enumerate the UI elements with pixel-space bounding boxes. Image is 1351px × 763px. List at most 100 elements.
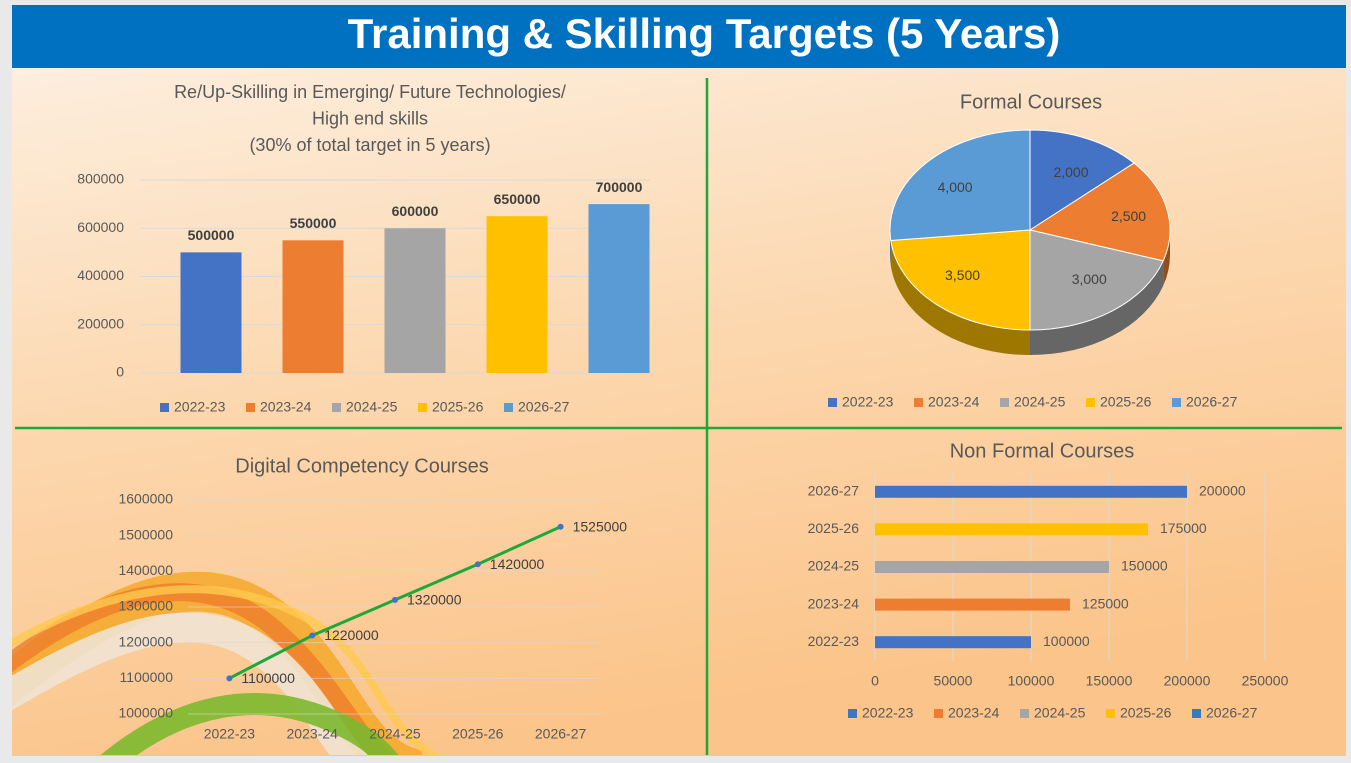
- y-tick-label: 600000: [77, 219, 124, 235]
- chart-title: Re/Up-Skilling in Emerging/ Future Techn…: [174, 82, 566, 102]
- data-label: 1100000: [241, 670, 295, 686]
- bar: [282, 240, 344, 373]
- legend-label: 2025-26: [1120, 705, 1172, 721]
- legend-swatch: [1086, 398, 1095, 407]
- pie-side: [1163, 230, 1170, 286]
- x-tick-label: 2023-24: [287, 726, 339, 742]
- marker: [474, 561, 481, 568]
- bar: [486, 216, 548, 373]
- legend-label: 2025-26: [432, 399, 484, 415]
- data-label: 1525000: [573, 518, 628, 534]
- y-tick-label: 800000: [77, 171, 124, 187]
- header-bar: [12, 5, 1346, 68]
- legend-label: 2026-27: [1206, 705, 1258, 721]
- x-tick-label: 0: [871, 673, 879, 689]
- data-label: 550000: [290, 215, 337, 231]
- decorative-waves: [12, 571, 440, 755]
- data-label: 175000: [1160, 520, 1207, 536]
- y-tick-label: 1400000: [118, 562, 173, 578]
- pie-side: [890, 240, 1030, 355]
- bar: [588, 204, 650, 373]
- chart-title: (30% of total target in 5 years): [249, 135, 490, 155]
- data-label: 500000: [188, 227, 235, 243]
- pie-slice: [1028, 162, 1171, 262]
- y-tick-label: 2024-25: [808, 558, 860, 574]
- pie-slice: [889, 129, 1031, 241]
- legend-label: 2023-24: [928, 394, 980, 410]
- legend-swatch: [332, 403, 341, 412]
- data-label: 150000: [1121, 558, 1168, 574]
- legend-swatch: [1172, 398, 1181, 407]
- x-tick-label: 250000: [1242, 673, 1289, 689]
- legend-swatch: [1000, 398, 1009, 407]
- data-label: 125000: [1082, 595, 1129, 611]
- y-tick-label: 1000000: [118, 705, 173, 721]
- y-tick-label: 200000: [77, 315, 124, 331]
- y-tick-label: 1100000: [120, 669, 174, 685]
- pie-slice: [890, 229, 1031, 331]
- legend-swatch: [160, 403, 169, 412]
- chart-title: Non Formal Courses: [950, 440, 1135, 462]
- x-tick-label: 2022-23: [204, 726, 256, 742]
- bar: [875, 485, 1187, 498]
- legend-label: 2024-25: [1034, 705, 1086, 721]
- legend-label: 2023-24: [260, 399, 312, 415]
- legend-label: 2026-27: [518, 399, 570, 415]
- y-tick-label: 2025-26: [808, 520, 860, 536]
- y-tick-label: 2026-27: [808, 483, 860, 499]
- marker: [557, 523, 564, 530]
- y-tick-label: 1600000: [118, 491, 173, 507]
- legend-label: 2024-25: [346, 399, 398, 415]
- data-label: 3,000: [1072, 271, 1107, 287]
- legend-swatch: [418, 403, 427, 412]
- bar: [875, 523, 1148, 536]
- legend-swatch: [1106, 709, 1115, 718]
- bar: [875, 636, 1031, 649]
- legend-swatch: [1192, 709, 1201, 718]
- y-tick-label: 1200000: [118, 633, 173, 649]
- legend-label: 2026-27: [1186, 394, 1238, 410]
- legend-swatch: [828, 398, 837, 407]
- x-tick-label: 100000: [1008, 673, 1055, 689]
- y-tick-label: 1500000: [118, 526, 173, 542]
- bar: [384, 228, 446, 373]
- legend-label: 2022-23: [862, 705, 914, 721]
- chart-title: Digital Competency Courses: [235, 455, 488, 477]
- pie-slice: [1029, 129, 1135, 231]
- legend-swatch: [848, 709, 857, 718]
- data-label: 650000: [494, 191, 541, 207]
- chart-title: Formal Courses: [960, 91, 1102, 113]
- legend-swatch: [914, 398, 923, 407]
- y-tick-label: 0: [116, 364, 124, 380]
- legend-swatch: [934, 709, 943, 718]
- legend-swatch: [246, 403, 255, 412]
- marker: [392, 596, 398, 603]
- y-tick-label: 1300000: [118, 598, 173, 614]
- data-label: 2,500: [1111, 208, 1146, 224]
- marker: [309, 632, 316, 639]
- data-label: 1220000: [324, 627, 379, 643]
- data-label: 700000: [596, 179, 643, 195]
- pie-side: [1030, 260, 1164, 355]
- y-tick-label: 2022-23: [808, 633, 860, 649]
- marker: [226, 675, 233, 682]
- legend-label: 2022-23: [174, 399, 226, 415]
- pie-slice: [1029, 229, 1164, 331]
- data-label: 100000: [1043, 633, 1090, 649]
- data-label: 4,000: [938, 179, 973, 195]
- chart-title: High end skills: [312, 108, 428, 128]
- data-label: 200000: [1199, 483, 1246, 499]
- x-tick-label: 150000: [1086, 673, 1133, 689]
- legend-label: 2022-23: [842, 394, 894, 410]
- legend-label: 2023-24: [948, 705, 1000, 721]
- x-tick-label: 200000: [1164, 673, 1211, 689]
- data-label: 1420000: [490, 556, 545, 572]
- data-label: 3,500: [945, 267, 980, 283]
- y-tick-label: 400000: [77, 267, 124, 283]
- data-label: 1320000: [407, 592, 462, 608]
- legend-swatch: [1020, 709, 1029, 718]
- x-tick-label: 50000: [934, 673, 973, 689]
- header-title: Training & Skilling Targets (5 Years): [348, 10, 1061, 57]
